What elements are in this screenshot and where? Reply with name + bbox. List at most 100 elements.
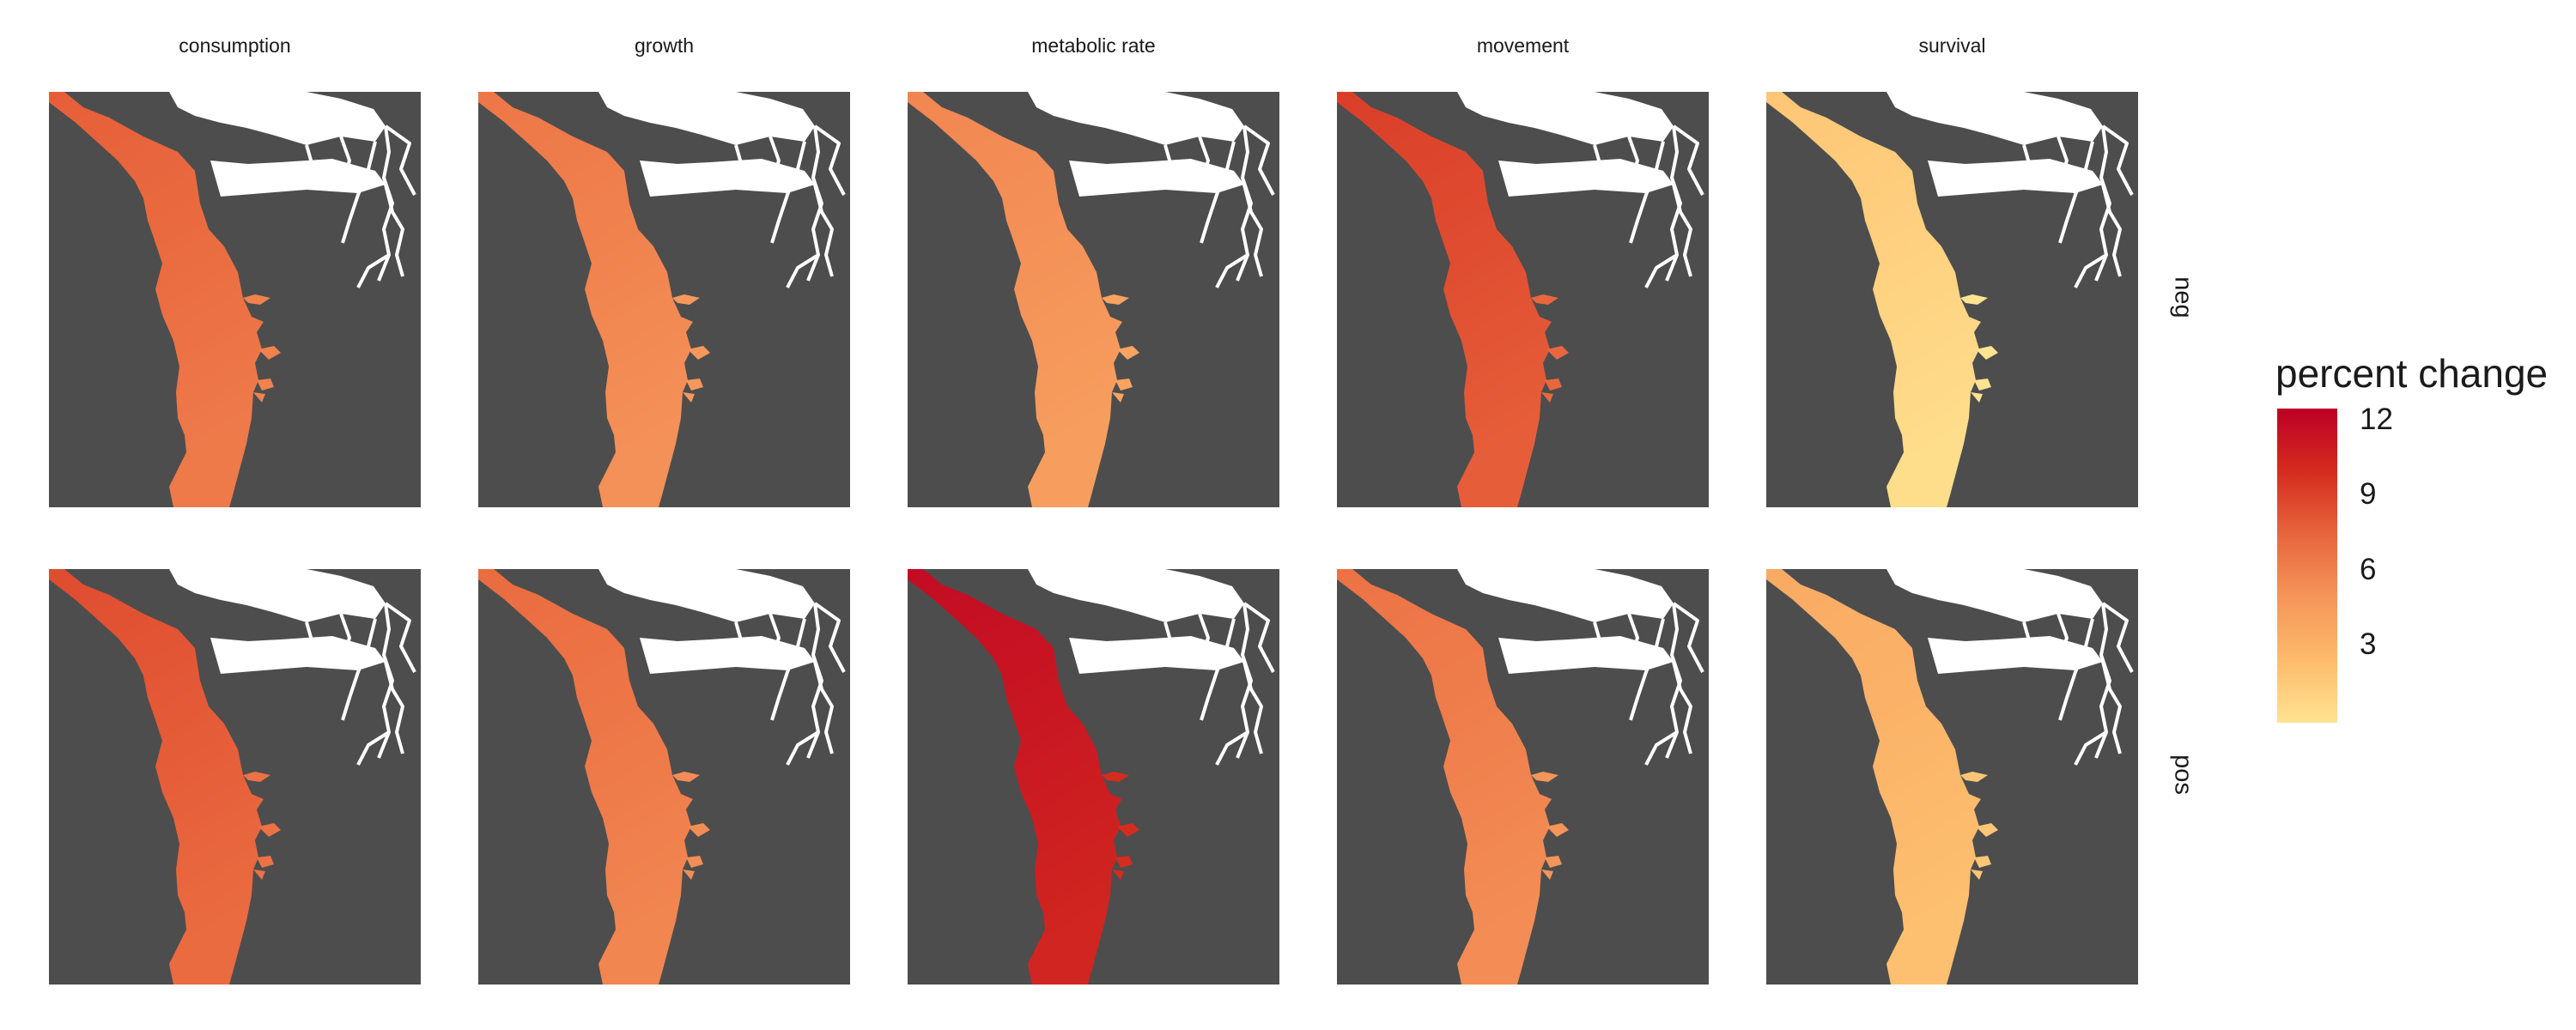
puget-sound-channel [1593,144,1603,187]
estuary-inlet [253,392,265,403]
juan-de-fuca-water [1928,636,2103,674]
puget-sound-channel [734,621,744,664]
puget-sound-channel [813,602,846,673]
estuary-inlet [1115,379,1133,391]
estuary-inlet [686,379,703,391]
shelf-value-region [1337,92,1552,507]
column-label-growth: growth [634,34,695,57]
legend-tick-9: 9 [2360,477,2377,511]
strait-georgia-water [169,569,386,622]
puget-sound-channel [339,136,351,179]
shelf-value-region [49,569,264,985]
legend-tick-6: 6 [2360,553,2377,586]
map-panel-pos-survival [1766,569,2138,985]
estuary-inlet [1971,392,1983,403]
map-neg-movement [1337,92,1704,507]
puget-sound-channel [1242,184,1263,277]
row-label-pos: pos [2169,754,2197,795]
puget-sound-channel [1242,602,1275,673]
strait-georgia-water [1028,569,1244,622]
puget-sound-channel [384,602,416,673]
puget-sound-channel [341,618,377,721]
estuary-inlet [1115,856,1133,868]
puget-sound-channel [2074,730,2108,766]
strait-georgia-water [598,569,815,622]
estuary-inlet [688,346,710,360]
estuary-inlet [1102,772,1129,782]
puget-sound-channel [1198,136,1210,179]
map-panel-neg-metabolic-rate [908,92,1279,507]
strait-georgia-water [169,92,386,145]
estuary-inlet [1541,869,1553,880]
column-label-survival: survival [1918,34,1986,57]
puget-sound-channel [1215,730,1249,766]
map-pos-survival [1766,569,2134,985]
puget-sound-channel [1627,613,1639,656]
puget-sound-channel [356,253,391,288]
estuary-inlet [1531,772,1558,782]
puget-sound-channel [1242,661,1263,754]
puget-sound-channel [1163,621,1174,664]
shelf-value-region [908,569,1122,985]
puget-sound-channel [1629,618,1665,721]
map-pos-consumption [49,569,416,985]
estuary-inlet [1531,294,1558,305]
puget-sound-channel [1593,621,1603,664]
puget-sound-channel [813,184,834,277]
estuary-inlet [672,294,700,305]
estuary-inlet [1976,346,1998,360]
shelf-value-region [478,92,693,507]
strait-georgia-water [1457,569,1674,622]
map-panel-pos-movement [1337,569,1709,985]
map-panel-pos-metabolic-rate [908,569,1279,985]
puget-sound-channel [1629,141,1665,244]
estuary-inlet [1545,379,1562,391]
estuary-inlet [686,856,703,868]
puget-sound-channel [1672,661,1692,754]
estuary-inlet [1112,869,1124,880]
map-panel-neg-movement [1337,92,1709,507]
shelf-value-region [1766,569,1981,985]
map-neg-metabolic-rate [908,92,1275,507]
estuary-inlet [258,346,281,360]
juan-de-fuca-water [1498,636,1674,674]
estuary-inlet [253,869,265,880]
puget-sound-channel [1200,141,1236,244]
puget-sound-channel [770,141,806,244]
puget-sound-channel [2101,661,2122,754]
estuary-inlet [1546,346,1569,360]
estuary-inlet [688,823,710,837]
estuary-inlet [1117,346,1139,360]
puget-sound-channel [2101,124,2134,196]
estuary-inlet [1960,772,1988,782]
legend-color-bar [2277,409,2337,723]
estuary-inlet [1112,392,1124,403]
puget-sound-channel [2101,602,2134,673]
estuary-inlet [1971,869,1983,880]
juan-de-fuca-water [210,636,386,674]
estuary-inlet [1546,823,1569,837]
shelf-value-region [1766,92,1981,507]
map-neg-survival [1766,92,2134,507]
legend-tick-3: 3 [2360,627,2377,661]
puget-sound-channel [1672,184,1692,277]
estuary-inlet [683,869,695,880]
puget-sound-channel [2022,144,2032,187]
puget-sound-channel [2101,184,2122,277]
juan-de-fuca-water [640,159,815,197]
map-neg-growth [478,92,846,507]
puget-sound-channel [2058,141,2094,244]
map-panel-pos-consumption [49,569,421,985]
puget-sound-channel [1644,253,1679,288]
puget-sound-channel [1672,124,1704,196]
puget-sound-channel [813,661,834,754]
estuary-inlet [257,856,274,868]
juan-de-fuca-water [210,159,386,197]
estuary-inlet [1102,294,1129,305]
puget-sound-channel [339,613,351,656]
estuary-inlet [1960,294,1988,305]
estuary-inlet [243,294,270,305]
map-panel-neg-growth [478,92,850,507]
puget-sound-channel [2058,618,2094,721]
